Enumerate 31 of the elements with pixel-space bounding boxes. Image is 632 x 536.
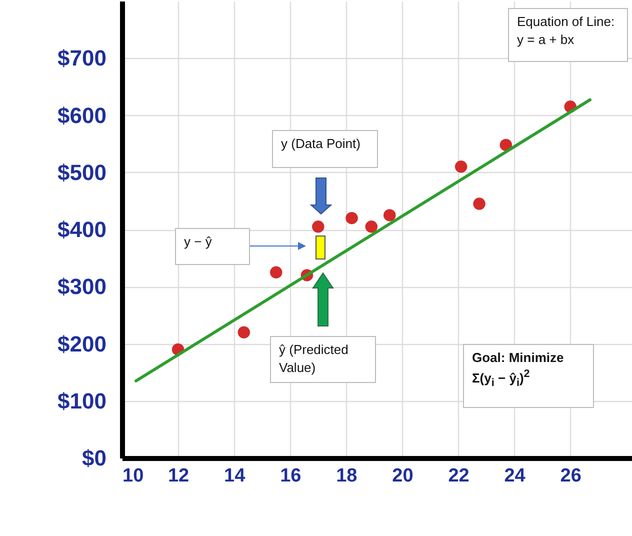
point [270, 266, 282, 278]
point [238, 326, 250, 338]
y-tick-label: $600 [58, 102, 106, 128]
x-tick-label: 20 [392, 466, 414, 486]
x-tick-label: 14 [224, 466, 246, 486]
point [500, 138, 512, 152]
point [312, 220, 324, 233]
point [473, 198, 486, 210]
text-box: y (Data Point) [272, 130, 378, 168]
text-box: Goal: Minimize Σ(y$_{i}$ − ŷ$_{i}$)$^{2}$ [463, 344, 594, 408]
x-tick-label: 22 [448, 466, 470, 486]
point [365, 220, 378, 233]
x-tick-label: 24 [504, 466, 526, 486]
y-tick-label: $700 [58, 46, 106, 71]
y-tick-label: $0 [82, 446, 106, 470]
y-tick-label: $100 [58, 388, 106, 414]
text-box: ŷ (Predicted Value) [270, 336, 376, 383]
x-tick-label: 12 [168, 466, 190, 486]
y-tick-label: $400 [58, 217, 106, 242]
point [454, 160, 468, 173]
x-tick-label: 16 [280, 466, 302, 486]
x-tick-label: 18 [336, 466, 358, 486]
y-tick-label: $200 [58, 331, 106, 356]
point [383, 209, 396, 222]
x-tick-label: 10 [122, 466, 144, 486]
y-tick-label: $300 [58, 274, 106, 300]
point [346, 212, 358, 224]
y-tick-label: $500 [58, 160, 106, 185]
text-box: y − ŷ [175, 228, 250, 265]
x-tick-label: 26 [560, 466, 582, 486]
text-box: Equation of Line: y = a + bx [508, 8, 628, 62]
